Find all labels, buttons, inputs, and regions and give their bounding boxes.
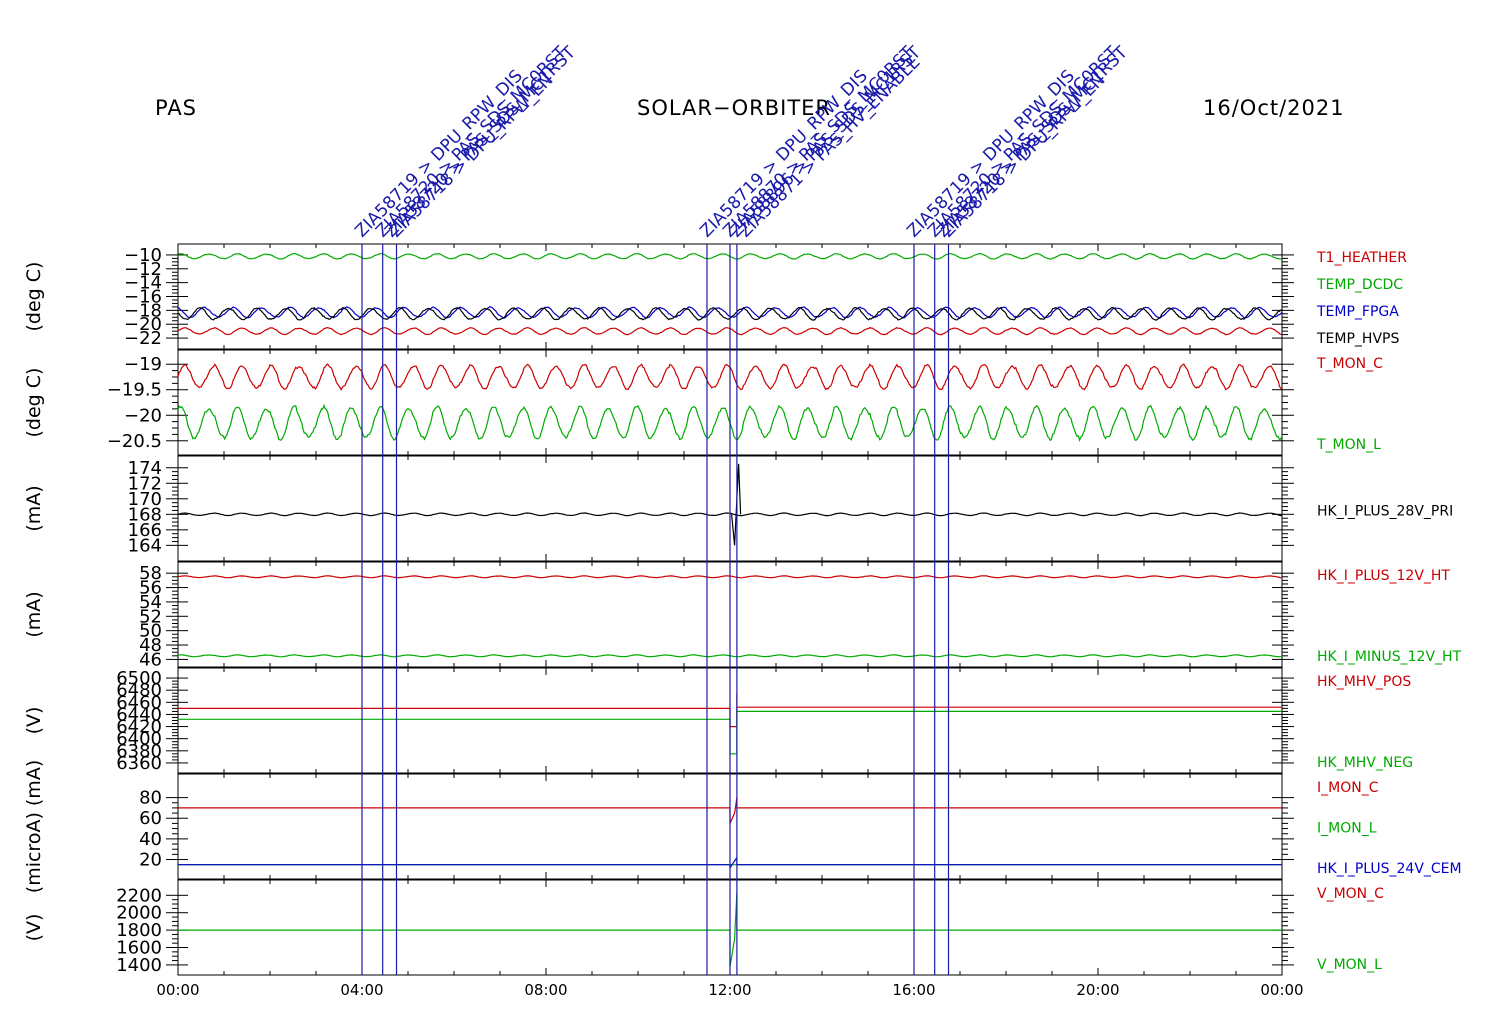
y-tick-label: 6480 xyxy=(116,680,162,701)
y-tick-label: 46 xyxy=(139,649,162,670)
series-name: HK_I_MINUS_12V_HT xyxy=(1317,649,1462,665)
event-label: ZIA58871 > PAS_HV_ENABLE xyxy=(735,52,924,241)
series-name: HK_MHV_NEG xyxy=(1317,755,1413,771)
y-axis-label: (V) xyxy=(23,707,45,735)
y-tick-label: −19.5 xyxy=(107,380,162,401)
y-tick-label: 6420 xyxy=(116,717,162,738)
series-name: I_MON_L xyxy=(1317,821,1377,837)
series-name: T_MON_L xyxy=(1316,437,1381,453)
x-tick-label: 20:00 xyxy=(1076,981,1119,999)
y-tick-label: 2000 xyxy=(116,903,162,924)
series-name: TEMP_FPGA xyxy=(1316,304,1399,320)
event-label: ZIA58718 > DPU_RPW_EN xyxy=(938,70,1110,242)
y-tick-label: −18 xyxy=(124,300,162,321)
panel-2: −19 −19.5 −20 −20.5 (deg C) T_MON_C T_MON_L xyxy=(23,349,1383,456)
series-name: HK_I_PLUS_28V_PRI xyxy=(1317,504,1453,520)
x-tick-label: 16:00 xyxy=(892,981,935,999)
y-axis-label: (mA) xyxy=(23,485,45,531)
series-name: HK_I_PLUS_24V_CEM xyxy=(1317,861,1462,877)
y-tick-label: 6400 xyxy=(116,729,162,750)
y-tick-label: 164 xyxy=(128,535,162,556)
y-tick-label: 1400 xyxy=(116,955,162,976)
y-tick-label: −22 xyxy=(124,328,162,349)
y-tick-label: 54 xyxy=(139,592,162,613)
y-tick-label: 40 xyxy=(139,829,162,850)
series-name: V_MON_C xyxy=(1317,886,1384,902)
y-tick-label: −19 xyxy=(124,354,162,375)
y-tick-label: 52 xyxy=(139,606,162,627)
header-mission: SOLAR−ORBITER xyxy=(637,96,832,120)
series-name: T_MON_C xyxy=(1316,356,1383,372)
y-tick-label: 1800 xyxy=(116,920,162,941)
event-label: ZIA58718 > DPU_RPW_EN xyxy=(386,70,558,242)
y-axis-label: (mA) xyxy=(23,591,45,637)
y-tick-label: −12 xyxy=(124,259,162,280)
x-tick-label: 12:00 xyxy=(708,981,751,999)
series-name: HK_MHV_POS xyxy=(1317,674,1411,690)
y-tick-label: 6460 xyxy=(116,692,162,713)
y-tick-label: 6360 xyxy=(116,753,162,774)
series-name: T1_HEATHER xyxy=(1316,250,1407,266)
event-label: ZIA58719 > DPU_RPW_DIS xyxy=(903,66,1078,241)
header-date: 16/Oct/2021 xyxy=(1203,96,1345,120)
y-tick-label: 172 xyxy=(128,473,162,494)
event-label: ZIA58719 > DPU_RPW_DIS xyxy=(351,66,526,241)
series-name: I_MON_C xyxy=(1317,780,1379,796)
panel-1: −10−12−14−16−18−20−22 (deg C) T1_HEATHER TE… xyxy=(23,243,1407,350)
y-tick-label: 166 xyxy=(128,520,162,541)
y-tick-label: 58 xyxy=(139,563,162,584)
y-tick-label: −10 xyxy=(124,245,162,266)
y-tick-label: 60 xyxy=(139,808,162,829)
event-label: ZIA58719 > DPU_RPW_DIS xyxy=(696,66,871,241)
y-tick-label: 48 xyxy=(139,635,162,656)
y-axis-label: (microA) (mA) xyxy=(23,760,45,893)
y-tick-label: 50 xyxy=(139,621,162,642)
y-tick-label: 80 xyxy=(139,788,162,809)
y-tick-label: −20 xyxy=(124,405,162,426)
y-tick-label: 1600 xyxy=(116,938,162,959)
series-line xyxy=(178,710,1282,755)
header-instrument: PAS xyxy=(155,96,198,120)
x-tick-label: 00:00 xyxy=(156,981,199,999)
y-axis-label: (deg C) xyxy=(23,262,45,332)
y-tick-label: 174 xyxy=(128,458,162,479)
y-tick-label: 6500 xyxy=(116,668,162,689)
y-tick-label: −14 xyxy=(124,273,162,294)
x-tick-label: 00:00 xyxy=(1260,981,1303,999)
x-tick-label: 08:00 xyxy=(524,981,567,999)
y-axis-label: (V) xyxy=(23,914,45,942)
y-axis-label: (deg C) xyxy=(23,368,45,438)
y-tick-label: 170 xyxy=(128,489,162,510)
y-tick-label: 6440 xyxy=(116,704,162,725)
y-tick-label: 2200 xyxy=(116,885,162,906)
series-name: TEMP_HVPS xyxy=(1316,331,1399,347)
series-line xyxy=(178,855,1282,870)
series-name: V_MON_L xyxy=(1317,957,1382,973)
x-tick-label: 04:00 xyxy=(340,981,383,999)
y-tick-label: 168 xyxy=(128,504,162,525)
series-name: TEMP_DCDC xyxy=(1316,277,1403,293)
y-tick-label: −20 xyxy=(124,314,162,335)
y-tick-label: −20.5 xyxy=(107,431,162,452)
y-tick-label: 6380 xyxy=(116,741,162,762)
series-name: HK_I_PLUS_12V_HT xyxy=(1317,568,1450,584)
y-tick-label: 20 xyxy=(139,850,162,871)
y-tick-label: 56 xyxy=(139,578,162,599)
y-tick-label: −16 xyxy=(124,287,162,308)
